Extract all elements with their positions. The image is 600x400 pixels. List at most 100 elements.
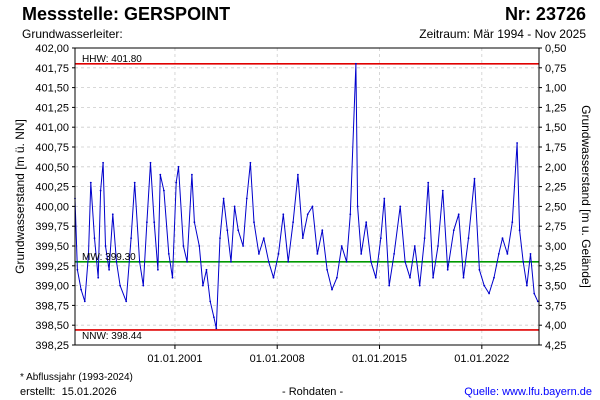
data-point	[365, 221, 368, 224]
data-point	[102, 161, 104, 164]
y-tick-label-left: 400,00	[35, 201, 69, 213]
period-label: Zeitraum: Mär 1994 - Nov 2025	[419, 27, 586, 41]
source-link[interactable]: www.lfu.bayern.de	[502, 386, 592, 398]
y-tick-label-left: 401,50	[35, 83, 69, 95]
created-info: erstellt: 15.01.2026	[20, 386, 117, 398]
nnw-label: NNW: 398.44	[82, 331, 142, 342]
data-point	[446, 268, 449, 271]
y-tick-label-left: 401,00	[35, 122, 69, 134]
y-tick-label-left: 399,00	[35, 281, 69, 293]
data-point	[441, 189, 444, 192]
data-point	[237, 229, 240, 232]
data-point	[413, 245, 416, 247]
y-tick-label-right: 2,25	[545, 182, 566, 194]
data-point	[93, 237, 96, 240]
data-point	[130, 237, 133, 240]
data-point	[483, 284, 486, 287]
data-point	[262, 237, 265, 240]
footnote: * Abflussjahr (1993-2024)	[20, 372, 133, 383]
series-group	[74, 62, 539, 330]
data-point	[306, 213, 309, 216]
data-point	[383, 197, 386, 200]
data-point	[452, 229, 455, 232]
data-point	[138, 260, 141, 263]
data-point	[501, 237, 504, 240]
hhw-label: HHW: 401.80	[82, 54, 142, 65]
data-point	[321, 229, 324, 232]
y-tick-label-left: 401,75	[35, 63, 69, 75]
x-tick-label: 01.01.2022	[454, 353, 509, 365]
data-point	[76, 268, 79, 271]
y-tick-label-left: 398,50	[35, 320, 69, 332]
created-date: 15.01.2026	[61, 386, 117, 398]
data-point	[529, 253, 532, 255]
data-point	[198, 245, 201, 247]
data-point	[379, 237, 382, 240]
reference-lines	[75, 63, 539, 331]
data-point	[157, 268, 159, 271]
data-point	[287, 260, 290, 263]
x-tick-label: 01.01.2001	[147, 353, 202, 365]
chart-grid	[75, 47, 539, 346]
aquifer-label: Grundwasserleiter:	[22, 27, 123, 41]
y-tick-label-left: 399,50	[35, 241, 69, 253]
data-point	[457, 213, 460, 216]
y-tick-label-left: 402,00	[35, 43, 69, 55]
data-point	[409, 276, 411, 279]
data-point	[142, 284, 145, 287]
data-point	[167, 253, 170, 255]
reference-labels: HHW: 401.80 MW: 399.30 NNW: 398.44	[82, 54, 142, 342]
data-point	[111, 213, 114, 216]
y-tick-label-right: 3,50	[545, 281, 566, 293]
source-label: Quelle:	[464, 386, 500, 398]
page-title: Messstelle: GERSPOINT	[22, 4, 231, 24]
y-axis-title-right: Grundwasserstand [m u. Gelände]	[579, 105, 593, 288]
data-point	[202, 284, 204, 287]
data-point	[511, 221, 514, 224]
data-point	[297, 173, 299, 176]
y-tick-label-left: 399,75	[35, 221, 69, 233]
y-tick-label-left: 399,25	[35, 261, 69, 273]
data-point	[374, 276, 377, 279]
x-tick-label: 01.01.2015	[352, 353, 407, 365]
data-point	[473, 177, 476, 180]
data-point	[87, 253, 90, 255]
data-point	[171, 276, 174, 279]
data-point	[104, 245, 107, 247]
data-point	[125, 300, 128, 303]
data-point	[230, 260, 232, 263]
data-point	[282, 213, 285, 216]
data-point	[191, 173, 193, 176]
data-point	[193, 221, 196, 224]
y-tick-label-left: 401,25	[35, 102, 69, 114]
data-point	[526, 284, 528, 287]
data-point	[163, 189, 165, 192]
data-point	[253, 221, 255, 224]
y-tick-label-right: 1,25	[545, 102, 566, 114]
data-point	[488, 292, 490, 295]
y-tick-label-right: 4,00	[545, 320, 566, 332]
y-tick-label-left: 400,75	[35, 142, 69, 154]
data-point	[153, 221, 156, 224]
data-point	[213, 316, 215, 319]
data-point	[258, 253, 260, 255]
y-tick-label-right: 1,50	[545, 122, 566, 134]
y-tick-label-right: 0,50	[545, 43, 566, 55]
y-axis-left: 398,25 398,50 398,75 399,00 399,25 399,50 399,…	[35, 43, 75, 352]
data-point	[175, 181, 178, 184]
y-axis-right: 4,25 4,00 3,75 3,50 3,25 3,00 2,75 2,50 2,25 2,00…	[539, 43, 566, 352]
data-point	[356, 205, 359, 208]
data-point	[97, 276, 100, 279]
data-point	[437, 245, 439, 247]
y-tick-label-right: 2,50	[545, 201, 566, 213]
data-point	[427, 181, 430, 184]
data-point	[316, 253, 319, 255]
data-point	[497, 253, 500, 255]
data-point	[506, 253, 509, 255]
data-point	[146, 221, 148, 224]
data-point	[536, 300, 539, 303]
series-line-0	[74, 63, 539, 329]
mw-label: MW: 399.30	[82, 252, 136, 263]
data-point	[336, 276, 338, 279]
data-point	[115, 260, 118, 263]
